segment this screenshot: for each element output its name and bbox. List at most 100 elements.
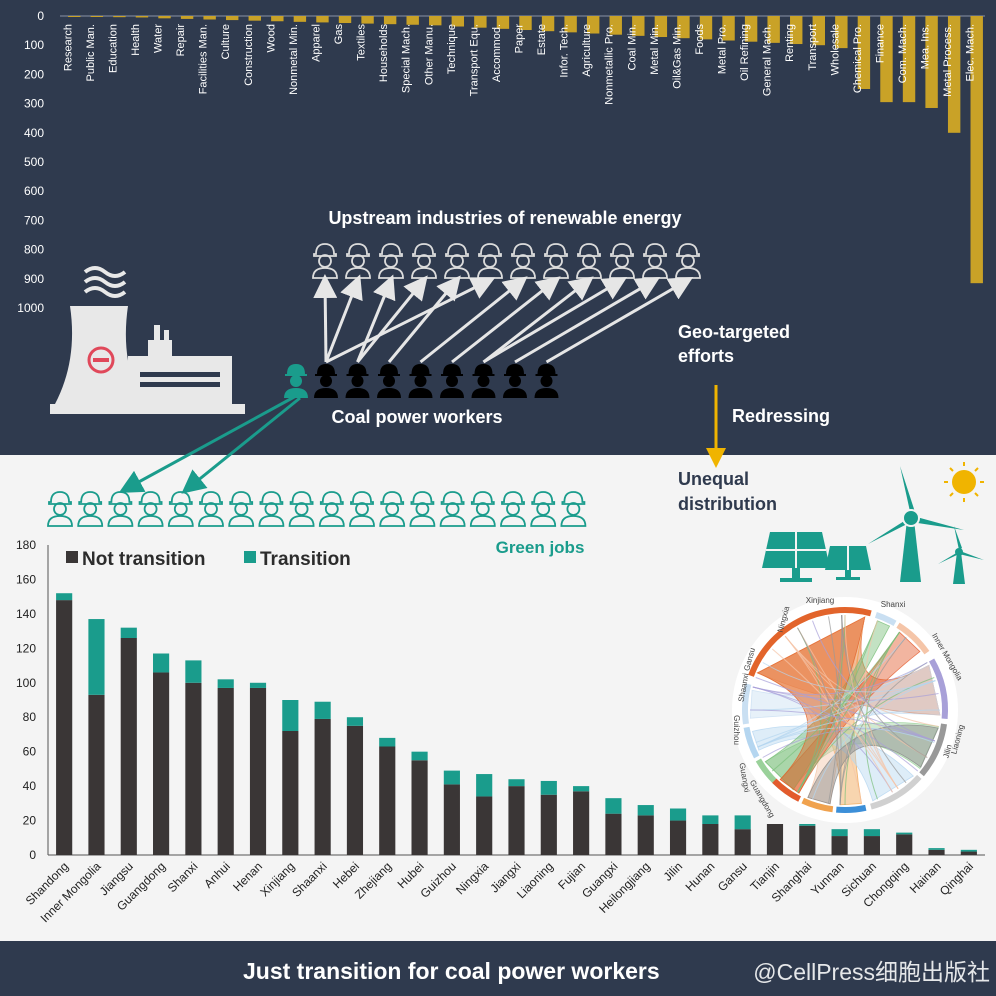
green-job-workers [47,491,587,527]
not-transition-bar [766,824,784,855]
wind-turbine-small-icon [938,526,984,584]
transition-bar [669,808,687,821]
industry-bar [632,16,645,36]
coal-worker-icon [534,364,559,398]
not-transition-bar [702,824,719,855]
province-ytick-label: 140 [16,607,36,621]
coal-worker-icon [408,364,433,398]
chord-link [797,631,900,793]
transition-bar [960,849,977,852]
transition-bar [831,829,848,837]
province-ytick-label: 100 [16,676,36,690]
province-ytick-label: 40 [23,779,37,793]
province-category-label: Guizhou [417,859,459,901]
transition-bar [346,717,364,726]
transition-bar [928,848,945,850]
redressing-arrowhead [706,448,726,468]
flow-arrow [482,276,628,364]
upstream-worker-icon [576,243,602,279]
chord-link [771,648,899,790]
industry-bar [406,16,419,25]
worker-flow-arrows [313,274,694,364]
power-plant-icon [50,266,245,414]
transition-bar [185,660,202,683]
upstream-worker-icon [444,243,470,279]
green-job-worker-icon [198,491,224,527]
industry-ytick-label: 0 [37,9,44,23]
green-job-worker-icon [318,491,345,527]
green-job-worker-icon [379,491,406,527]
industry-bar [293,16,307,22]
not-transition-bar [799,825,816,855]
industry-bar [451,16,465,27]
chord-arc [743,726,760,759]
industry-ytick-label: 300 [24,97,44,111]
industry-category-label: Research [62,24,74,71]
industry-bar [113,16,126,18]
chord-label: Guizhou [732,715,741,745]
industry-category-label: Foods [694,24,706,55]
green-jobs-label: Green jobs [496,538,585,557]
green-job-worker-icon [258,491,285,527]
chord-arc [836,804,867,813]
green-job-arrows [118,394,301,494]
transition-bar [282,700,299,731]
not-transition-bar [346,725,364,855]
province-ytick-label: 120 [16,641,36,655]
industry-bar [338,16,352,24]
industry-category-label: Construction [243,24,255,86]
industry-ytick-label: 500 [24,155,44,169]
unequal-label: Unequal [678,469,749,489]
province-ytick-label: 80 [23,710,37,724]
transition-bar [702,815,719,824]
province-chart-y-axis: 0 20 40 60 80 100 120 140 160 180 [16,538,985,862]
chord-arc [742,683,752,725]
chord-link [812,680,936,800]
province-category-label: Jilin [661,859,686,884]
chord-arc [896,622,930,655]
wind-turbine-icon [868,466,964,582]
province-ytick-label: 20 [23,814,37,828]
coal-worker-icon [503,364,527,398]
green-job-worker-icon [167,491,194,527]
industry-bar [970,16,983,284]
industry-bar [767,16,780,43]
green-job-worker-icon [560,491,587,527]
chord-arc [870,774,922,810]
industry-bar [68,16,81,17]
not-transition-bar [540,794,557,855]
province-chart-legend: Not transition Transition [66,549,351,570]
not-transition-bar [153,672,170,855]
chord-link [755,680,936,743]
industry-chart-bars [68,16,983,284]
coal-worker-icon [314,364,338,398]
industry-bar [496,16,510,29]
upstream-workers [312,243,701,279]
not-transition-bar [249,687,267,855]
green-job-worker-icon [77,491,104,527]
chord-link [864,631,900,800]
industry-bar [158,16,171,19]
green-job-worker-icon [409,491,436,527]
green-job-worker-icon [228,491,255,527]
transition-bar [476,774,493,797]
province-ytick-label: 160 [16,572,36,586]
industry-category-label: Mea. Ins. [920,24,932,69]
coal-worker-icon [440,364,464,398]
industry-bar [180,16,194,19]
industry-category-label: Education [107,24,119,73]
chord-link [762,662,936,693]
solar-panel-icon [762,532,830,582]
industry-bar [316,16,329,23]
industry-bar [564,16,577,33]
industry-bar [135,16,149,18]
industry-category-label: Facilities Man. [198,24,210,94]
industry-category-label: Paper [514,24,526,54]
chord-arc [874,612,897,626]
flow-arrow [419,276,528,364]
industry-bar [203,16,216,20]
industry-category-label: Com. Mach. [897,24,909,83]
transition-bar [637,805,654,816]
industry-bar [271,16,284,22]
